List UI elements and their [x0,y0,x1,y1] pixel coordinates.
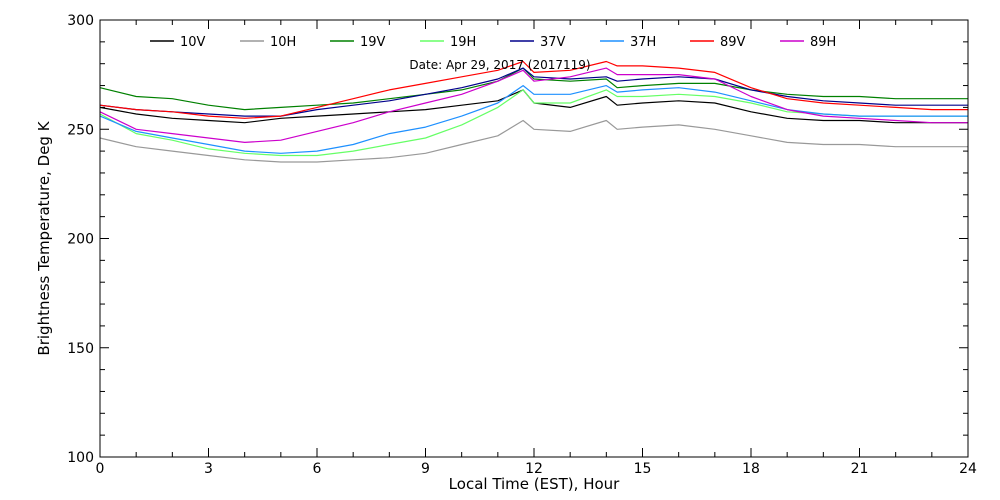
series-line-89h [99,67,968,143]
series-line-37h [99,84,968,154]
legend-label-19h: 19H [450,35,476,50]
x-tick-label: 18 [742,461,760,477]
legend-label-37h: 37H [630,35,656,50]
axes: 0 3 6 9 12 15 18 21 24 100 150 200 250 300 [67,13,977,477]
x-tick-label: 6 [313,461,322,477]
legend-label-19v: 19V [360,35,386,50]
legend: 10V 10H 19V 19H 37V 37H 89V 89H [150,35,836,50]
plot-area [99,60,968,163]
x-tick-label: 21 [851,461,869,477]
legend-label-10h: 10H [270,35,296,50]
series-line-19h [99,89,968,157]
date-annotation: Date: Apr 29, 2017 (2017119) [409,58,590,72]
legend-label-89h: 89H [810,35,836,50]
x-axis-title: Local Time (EST), Hour [449,475,620,493]
plot-frame [99,19,969,458]
x-tick-label: 24 [959,461,977,477]
legend-label-89v: 89V [720,35,746,50]
x-tick-label: 12 [525,461,543,477]
y-tick-label: 250 [67,122,94,138]
x-tick-label: 3 [204,461,213,477]
y-tick-label: 150 [67,341,94,357]
series-line-89v [99,60,968,119]
series-line-10h [99,119,968,163]
x-tick-label: 9 [421,461,430,477]
y-tick-label: 300 [67,13,94,29]
series-line-37v [99,67,968,117]
y-tick-label: 200 [67,232,94,248]
x-tick-label: 15 [634,461,652,477]
series-line-19v [99,67,968,111]
legend-label-10v: 10V [180,35,206,50]
x-tick-label: 0 [96,461,105,477]
y-tick-label: 100 [67,450,94,466]
y-axis-title: Brightness Temperature, Deg K [35,120,53,355]
legend-label-37v: 37V [540,35,566,50]
